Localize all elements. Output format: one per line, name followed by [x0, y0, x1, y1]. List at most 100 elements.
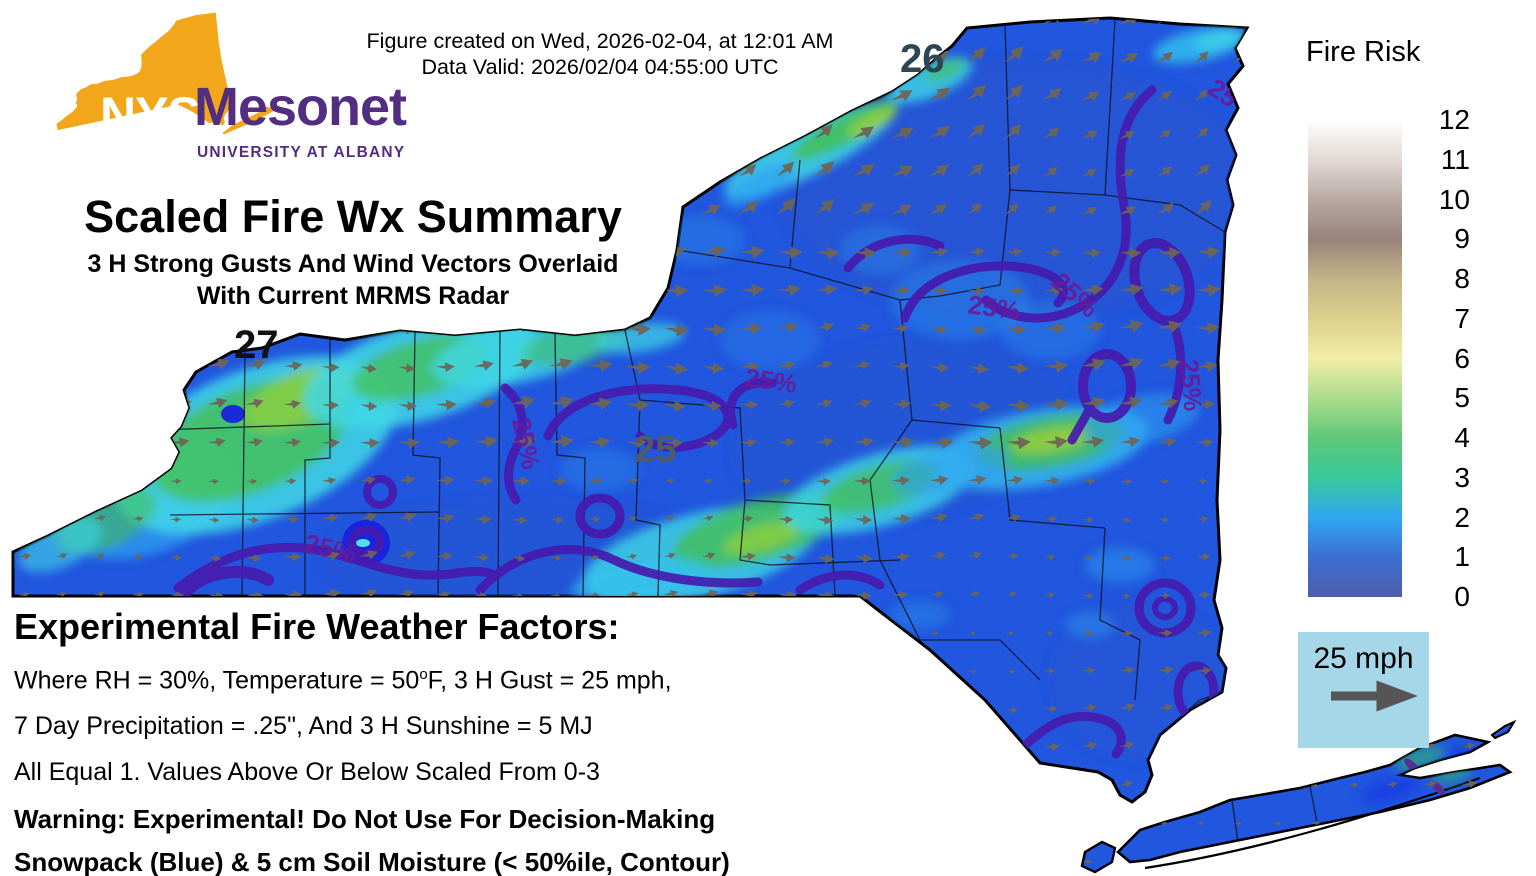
wind-arrow	[1461, 668, 1471, 674]
wind-arrow	[512, 134, 535, 146]
wind-arrow	[1043, 780, 1060, 790]
wind-arrow	[1233, 477, 1246, 484]
wind-arrow	[1422, 18, 1439, 25]
wind-arrow	[1233, 821, 1242, 826]
wind-arrow	[1043, 630, 1054, 636]
wind-arrow	[1498, 18, 1510, 26]
wind-arrow	[929, 513, 948, 523]
wind-arrow	[56, 362, 80, 375]
wind-arrow	[664, 323, 689, 337]
wind-arrow	[1042, 87, 1062, 101]
wind-arrow	[663, 438, 684, 449]
wind-arrow	[1272, 783, 1280, 789]
wind-arrow	[968, 745, 981, 752]
wind-arrow	[321, 589, 341, 599]
wind-arrow	[967, 513, 985, 522]
wind-arrow	[1195, 782, 1206, 788]
wind-arrow	[17, 361, 40, 374]
wind-arrow	[663, 515, 675, 522]
wind-arrow	[207, 397, 228, 409]
wind-arrow	[549, 94, 573, 107]
wind-legend-arrow-icon	[1330, 680, 1418, 712]
wind-arrow	[1499, 248, 1510, 258]
wind-arrow	[1499, 705, 1510, 713]
wind-arrow	[777, 590, 797, 601]
wind-arrow	[929, 707, 939, 713]
wind-arrow	[587, 554, 600, 561]
wind-arrow	[853, 436, 874, 448]
wind-arrow	[283, 552, 302, 562]
wind-arrow	[1271, 513, 1288, 522]
wind-arrow	[1081, 284, 1104, 296]
fire-risk-tick-8: 8	[1454, 263, 1470, 294]
wind-arrow	[93, 591, 105, 598]
wind-arrow	[56, 324, 78, 336]
wind-arrow	[739, 589, 758, 600]
wind-arrow	[1499, 360, 1510, 373]
barrier-island-line	[1144, 776, 1481, 870]
wind-arrow	[815, 477, 831, 486]
wind-arrow	[739, 361, 761, 373]
wind-arrow	[321, 401, 339, 410]
wind-arrow	[359, 588, 378, 598]
staten-island	[1080, 840, 1117, 874]
wind-arrow	[207, 478, 219, 485]
wind-arrow	[625, 133, 643, 143]
wind-arrow	[929, 475, 949, 486]
wind-arrow	[929, 819, 946, 828]
contour-label-5: 25%	[1174, 358, 1208, 412]
wind-arrow	[1233, 628, 1250, 637]
wind-arrow	[94, 324, 118, 337]
factors-heading: Experimental Fire Weather Factors:	[14, 606, 620, 647]
wind-arrow	[1005, 591, 1017, 598]
wind-arrow	[891, 18, 909, 26]
wind-arrow	[1195, 478, 1208, 485]
wind-arrow	[1460, 18, 1481, 25]
wind-arrow	[56, 399, 81, 413]
logo-affiliation-text: UNIVERSITY AT ALBANY	[197, 144, 406, 161]
wind-arrow	[739, 91, 754, 101]
fire-risk-tick-9: 9	[1454, 223, 1470, 255]
wind-arrow	[1006, 706, 1018, 714]
wind-arrow	[966, 202, 982, 215]
wind-arrow	[169, 321, 195, 334]
fire-risk-tick-4: 4	[1454, 422, 1470, 453]
wind-arrow	[890, 165, 914, 178]
wind-arrow	[966, 123, 986, 139]
wind-arrow	[1119, 780, 1133, 788]
wind-arrow	[1005, 856, 1020, 865]
wind-arrow	[1081, 130, 1098, 140]
wind-arrow	[1271, 477, 1286, 485]
wind-arrow	[17, 514, 35, 523]
factors-line1-post: F, 3 H Gust = 25 mph,	[427, 666, 672, 695]
wind-arrow	[283, 361, 303, 371]
wind-arrow	[967, 475, 987, 485]
wind-arrow	[1271, 438, 1290, 448]
wind-arrow	[1004, 203, 1019, 215]
wind-arrow	[1423, 857, 1440, 866]
wind-arrow	[776, 125, 793, 139]
gust-label-27: 27	[234, 323, 279, 367]
wind-arrow	[359, 476, 376, 485]
wind-arrow	[625, 477, 639, 485]
fishers-island	[1490, 719, 1517, 740]
wind-arrow	[1232, 126, 1249, 139]
wind-arrow	[1004, 164, 1020, 177]
wind-arrow	[587, 359, 613, 373]
wind-arrow	[1157, 358, 1181, 371]
wind-arrow	[549, 477, 567, 486]
wind-arrow	[929, 856, 946, 865]
wind-arrow	[967, 247, 985, 257]
wind-arrow	[587, 477, 603, 485]
wind-arrow	[929, 436, 954, 450]
wind-arrow	[321, 513, 339, 523]
wind-arrow	[663, 552, 676, 559]
wind-arrow	[473, 132, 499, 146]
wind-arrow	[1499, 515, 1510, 523]
wind-arrow	[207, 437, 226, 447]
wind-arrow	[929, 630, 939, 636]
wind-arrow	[967, 436, 993, 450]
wind-arrow	[397, 512, 417, 523]
wind-arrow	[663, 168, 680, 178]
